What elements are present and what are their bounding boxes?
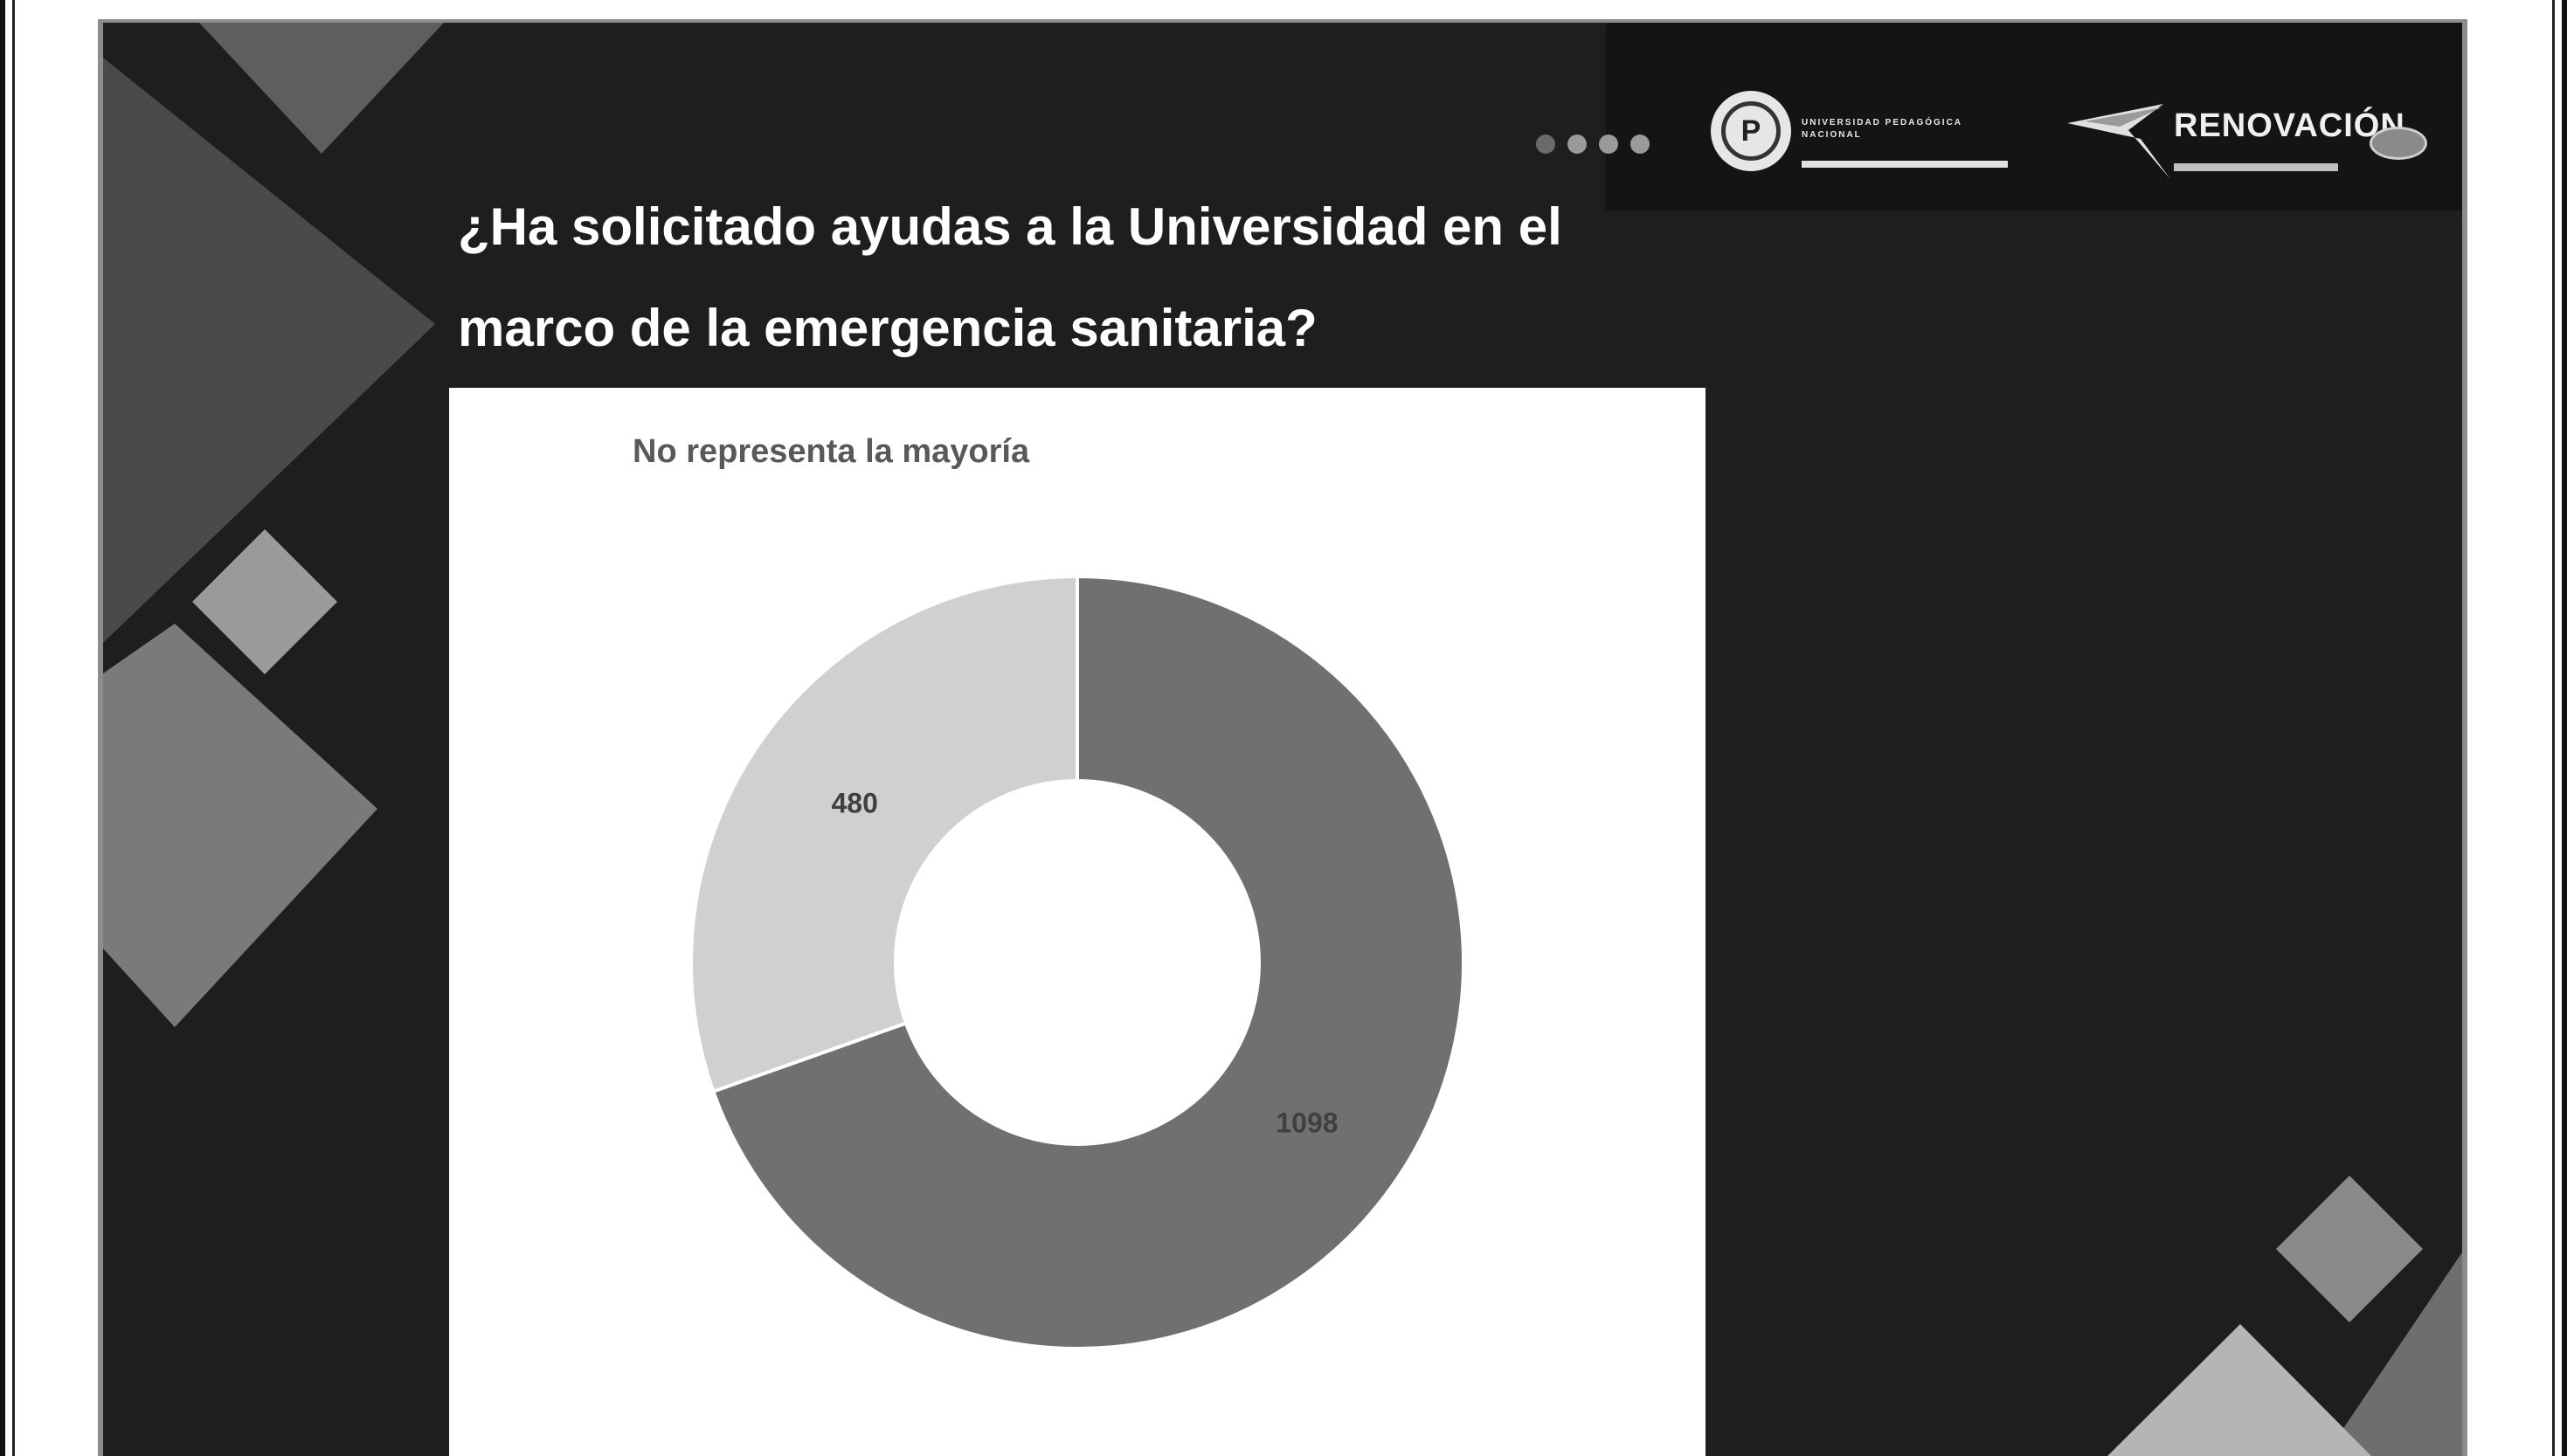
chart-card: No representa la mayoría 1098 480 [449, 388, 1706, 1456]
deco-triangle-bottom-right [2324, 1252, 2462, 1456]
renovacion-badge-icon [2370, 127, 2427, 160]
deco-diamond-left [103, 624, 377, 1027]
deco-diamond-large [103, 58, 435, 643]
slide-dot [1630, 135, 1650, 154]
renovacion-wing-icon [2067, 104, 2170, 179]
renovacion-logo: RENOVACIÓN [2067, 88, 2427, 189]
decorative-shapes [103, 23, 2462, 1456]
donut-slice [710, 574, 1465, 1350]
upn-seal-icon: P [1711, 91, 1791, 171]
renovacion-logo-bar [2174, 163, 2338, 171]
slide-dots [1536, 135, 1650, 154]
deco-triangle-top [199, 23, 444, 154]
upn-logo-bar [1802, 161, 2008, 168]
deco-triangle-bottom-right-light [2107, 1324, 2372, 1456]
renovacion-logo-text: RENOVACIÓN [2174, 107, 2405, 144]
photo-border-right-inner [2552, 0, 2555, 1456]
chart-title: No representa la mayoría [633, 433, 1030, 470]
photo-border-right [2562, 0, 2567, 1456]
photo-border-left [0, 0, 5, 1456]
donut-data-label: 1098 [1276, 1107, 1338, 1138]
slide-title-line-1: ¿Ha solicitado ayudas a la Universidad e… [458, 197, 1562, 256]
slide-title: ¿Ha solicitado ayudas a la Universidad e… [458, 176, 1594, 379]
upn-logo: P UNIVERSIDAD PEDAGÓGICA NACIONAL [1711, 91, 2008, 171]
deco-diamond-small [192, 529, 337, 674]
donut-data-label: 480 [832, 787, 878, 818]
slide-dot [1599, 135, 1618, 154]
donut-slice [689, 574, 1079, 1094]
slide-dot [1536, 135, 1555, 154]
slide-dot [1567, 135, 1587, 154]
presentation-slide: P UNIVERSIDAD PEDAGÓGICA NACIONAL RENOVA… [98, 19, 2467, 1456]
donut-chart: 1098 480 [689, 574, 1465, 1350]
slide-title-line-2: marco de la emergencia sanitaria? [458, 299, 1318, 357]
deco-diamond-bottom-right [2276, 1176, 2423, 1322]
upn-logo-text: UNIVERSIDAD PEDAGÓGICA NACIONAL [1802, 118, 1962, 140]
photo-border-left-inner [12, 0, 15, 1456]
